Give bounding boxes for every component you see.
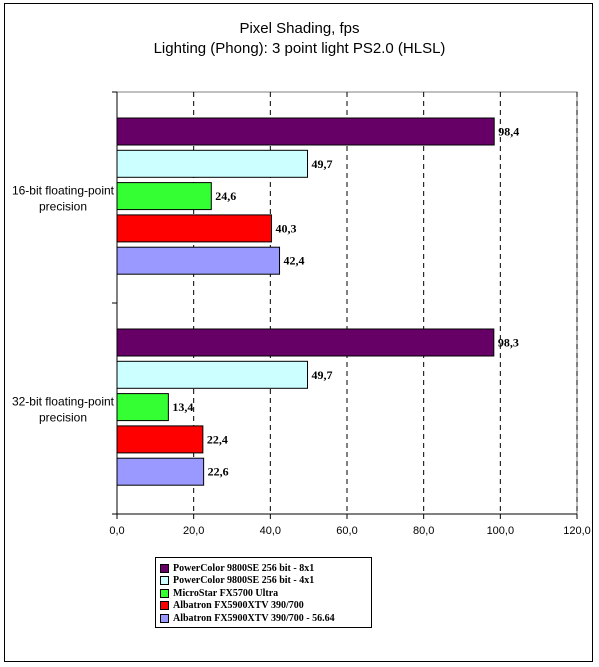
bar (116, 425, 204, 454)
bar (116, 182, 212, 211)
legend-item: Albatron FX5900XTV 390/700 (160, 600, 371, 613)
bar (116, 393, 169, 422)
data-label: 98,4 (498, 125, 519, 139)
category-label: precision (39, 200, 87, 214)
legend-swatch (160, 588, 169, 598)
x-tick-label: 60,0 (336, 525, 357, 537)
x-tick-label: 80,0 (413, 525, 434, 537)
legend: PowerColor 9800SE 256 bit - 8x1 PowerColo… (155, 557, 372, 628)
legend-label: MicroStar FX5700 Ultra (173, 587, 279, 599)
data-label: 24,6 (215, 189, 236, 203)
legend-swatch (160, 576, 169, 586)
legend-label: PowerColor 9800SE 256 bit - 8x1 (173, 562, 315, 574)
bar (116, 246, 281, 275)
bar (116, 360, 309, 389)
x-tick-label: 0,0 (109, 525, 124, 537)
chart-title: Pixel Shading, fps (239, 20, 360, 37)
bar (116, 457, 205, 486)
x-tick-label: 20,0 (183, 525, 204, 537)
bar (116, 328, 495, 357)
legend-swatch (160, 601, 169, 611)
chart-subtitle: Lighting (Phong): 3 point light PS2.0 (H… (153, 40, 446, 57)
data-label: 49,7 (312, 368, 333, 382)
legend-label: PowerColor 9800SE 256 bit - 4x1 (173, 575, 315, 587)
legend-item: PowerColor 9800SE 256 bit - 8x1 (160, 562, 371, 575)
legend-item: Albatron FX5900XTV 390/700 - 56.64 (160, 612, 371, 625)
data-label: 42,4 (284, 254, 305, 268)
legend-swatch (160, 613, 169, 623)
category-label: 32-bit floating-point (12, 395, 115, 409)
data-label: 22,6 (208, 465, 229, 479)
legend-swatch (160, 563, 169, 573)
data-label: 98,3 (498, 336, 519, 350)
legend-label: Albatron FX5900XTV 390/700 (173, 600, 304, 612)
bar (116, 214, 272, 243)
x-tick-label: 40,0 (260, 525, 281, 537)
bar (116, 117, 495, 146)
data-label: 40,3 (275, 221, 296, 235)
data-label: 22,4 (207, 432, 228, 446)
legend-item: PowerColor 9800SE 256 bit - 4x1 (160, 575, 371, 588)
category-label: 16-bit floating-point (12, 184, 115, 198)
legend-item: MicroStar FX5700 Ultra (160, 587, 371, 600)
category-label: precision (39, 411, 87, 425)
x-tick-label: 120,0 (563, 525, 591, 537)
data-label: 49,7 (312, 157, 333, 171)
bar (116, 149, 309, 178)
legend-label: Albatron FX5900XTV 390/700 - 56.64 (173, 612, 335, 624)
data-label: 13,4 (172, 400, 193, 414)
x-tick-label: 100,0 (487, 525, 515, 537)
